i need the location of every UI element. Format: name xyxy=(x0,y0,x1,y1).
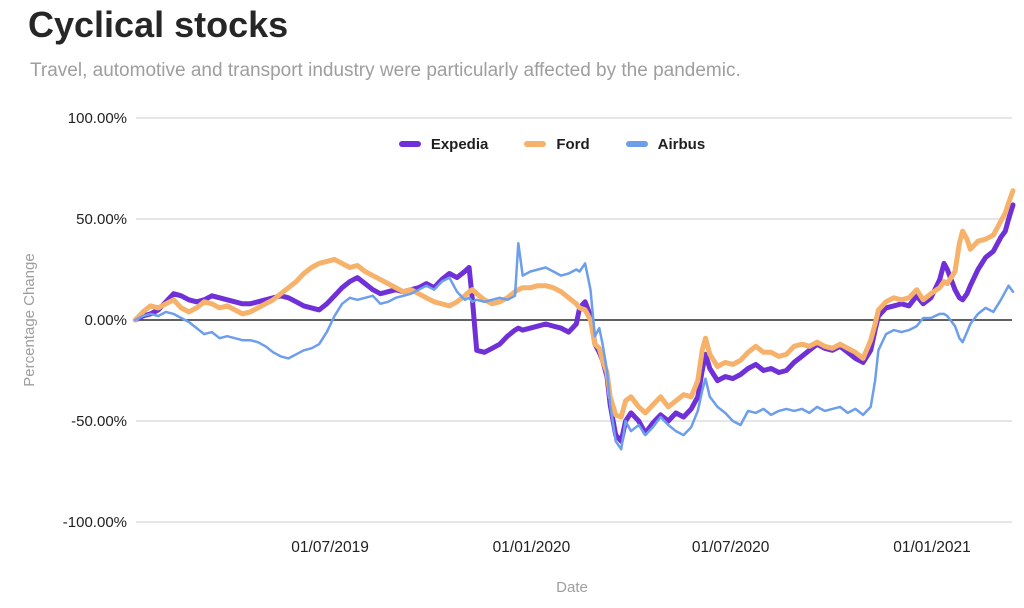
chart-subtitle: Travel, automotive and transport industr… xyxy=(30,60,741,81)
legend: Expedia Ford Airbus xyxy=(132,133,972,155)
series-line-airbus xyxy=(134,241,1015,451)
y-tick-label: 50.00% xyxy=(76,211,127,228)
x-axis-title: Date xyxy=(556,579,588,596)
x-tick-label: 01/07/2019 xyxy=(291,539,369,556)
y-axis-title: Percentage Change xyxy=(21,253,38,386)
legend-item-ford[interactable]: Ford xyxy=(524,135,590,153)
ford-swatch-icon xyxy=(524,141,547,147)
y-tick-label: 0.00% xyxy=(84,312,127,329)
y-tick-label: -50.00% xyxy=(71,413,127,430)
chart-title: Cyclical stocks xyxy=(28,4,289,45)
y-tick-label: -100.00% xyxy=(63,514,127,531)
expedia-swatch-icon xyxy=(398,141,421,147)
x-tick-label: 01/01/2021 xyxy=(893,539,971,556)
series-line-ford xyxy=(132,188,1016,420)
y-tick-label: 100.00% xyxy=(68,110,127,127)
x-tick-label: 01/07/2020 xyxy=(692,539,770,556)
airbus-swatch-icon xyxy=(625,141,648,147)
x-tick-label: 01/01/2020 xyxy=(493,539,571,556)
legend-label-ford: Ford xyxy=(556,135,590,153)
legend-item-expedia[interactable]: Expedia xyxy=(398,135,489,153)
legend-item-airbus[interactable]: Airbus xyxy=(625,135,706,153)
legend-label-airbus: Airbus xyxy=(657,135,706,153)
series-line-expedia xyxy=(132,202,1016,444)
legend-label-expedia: Expedia xyxy=(430,135,489,153)
